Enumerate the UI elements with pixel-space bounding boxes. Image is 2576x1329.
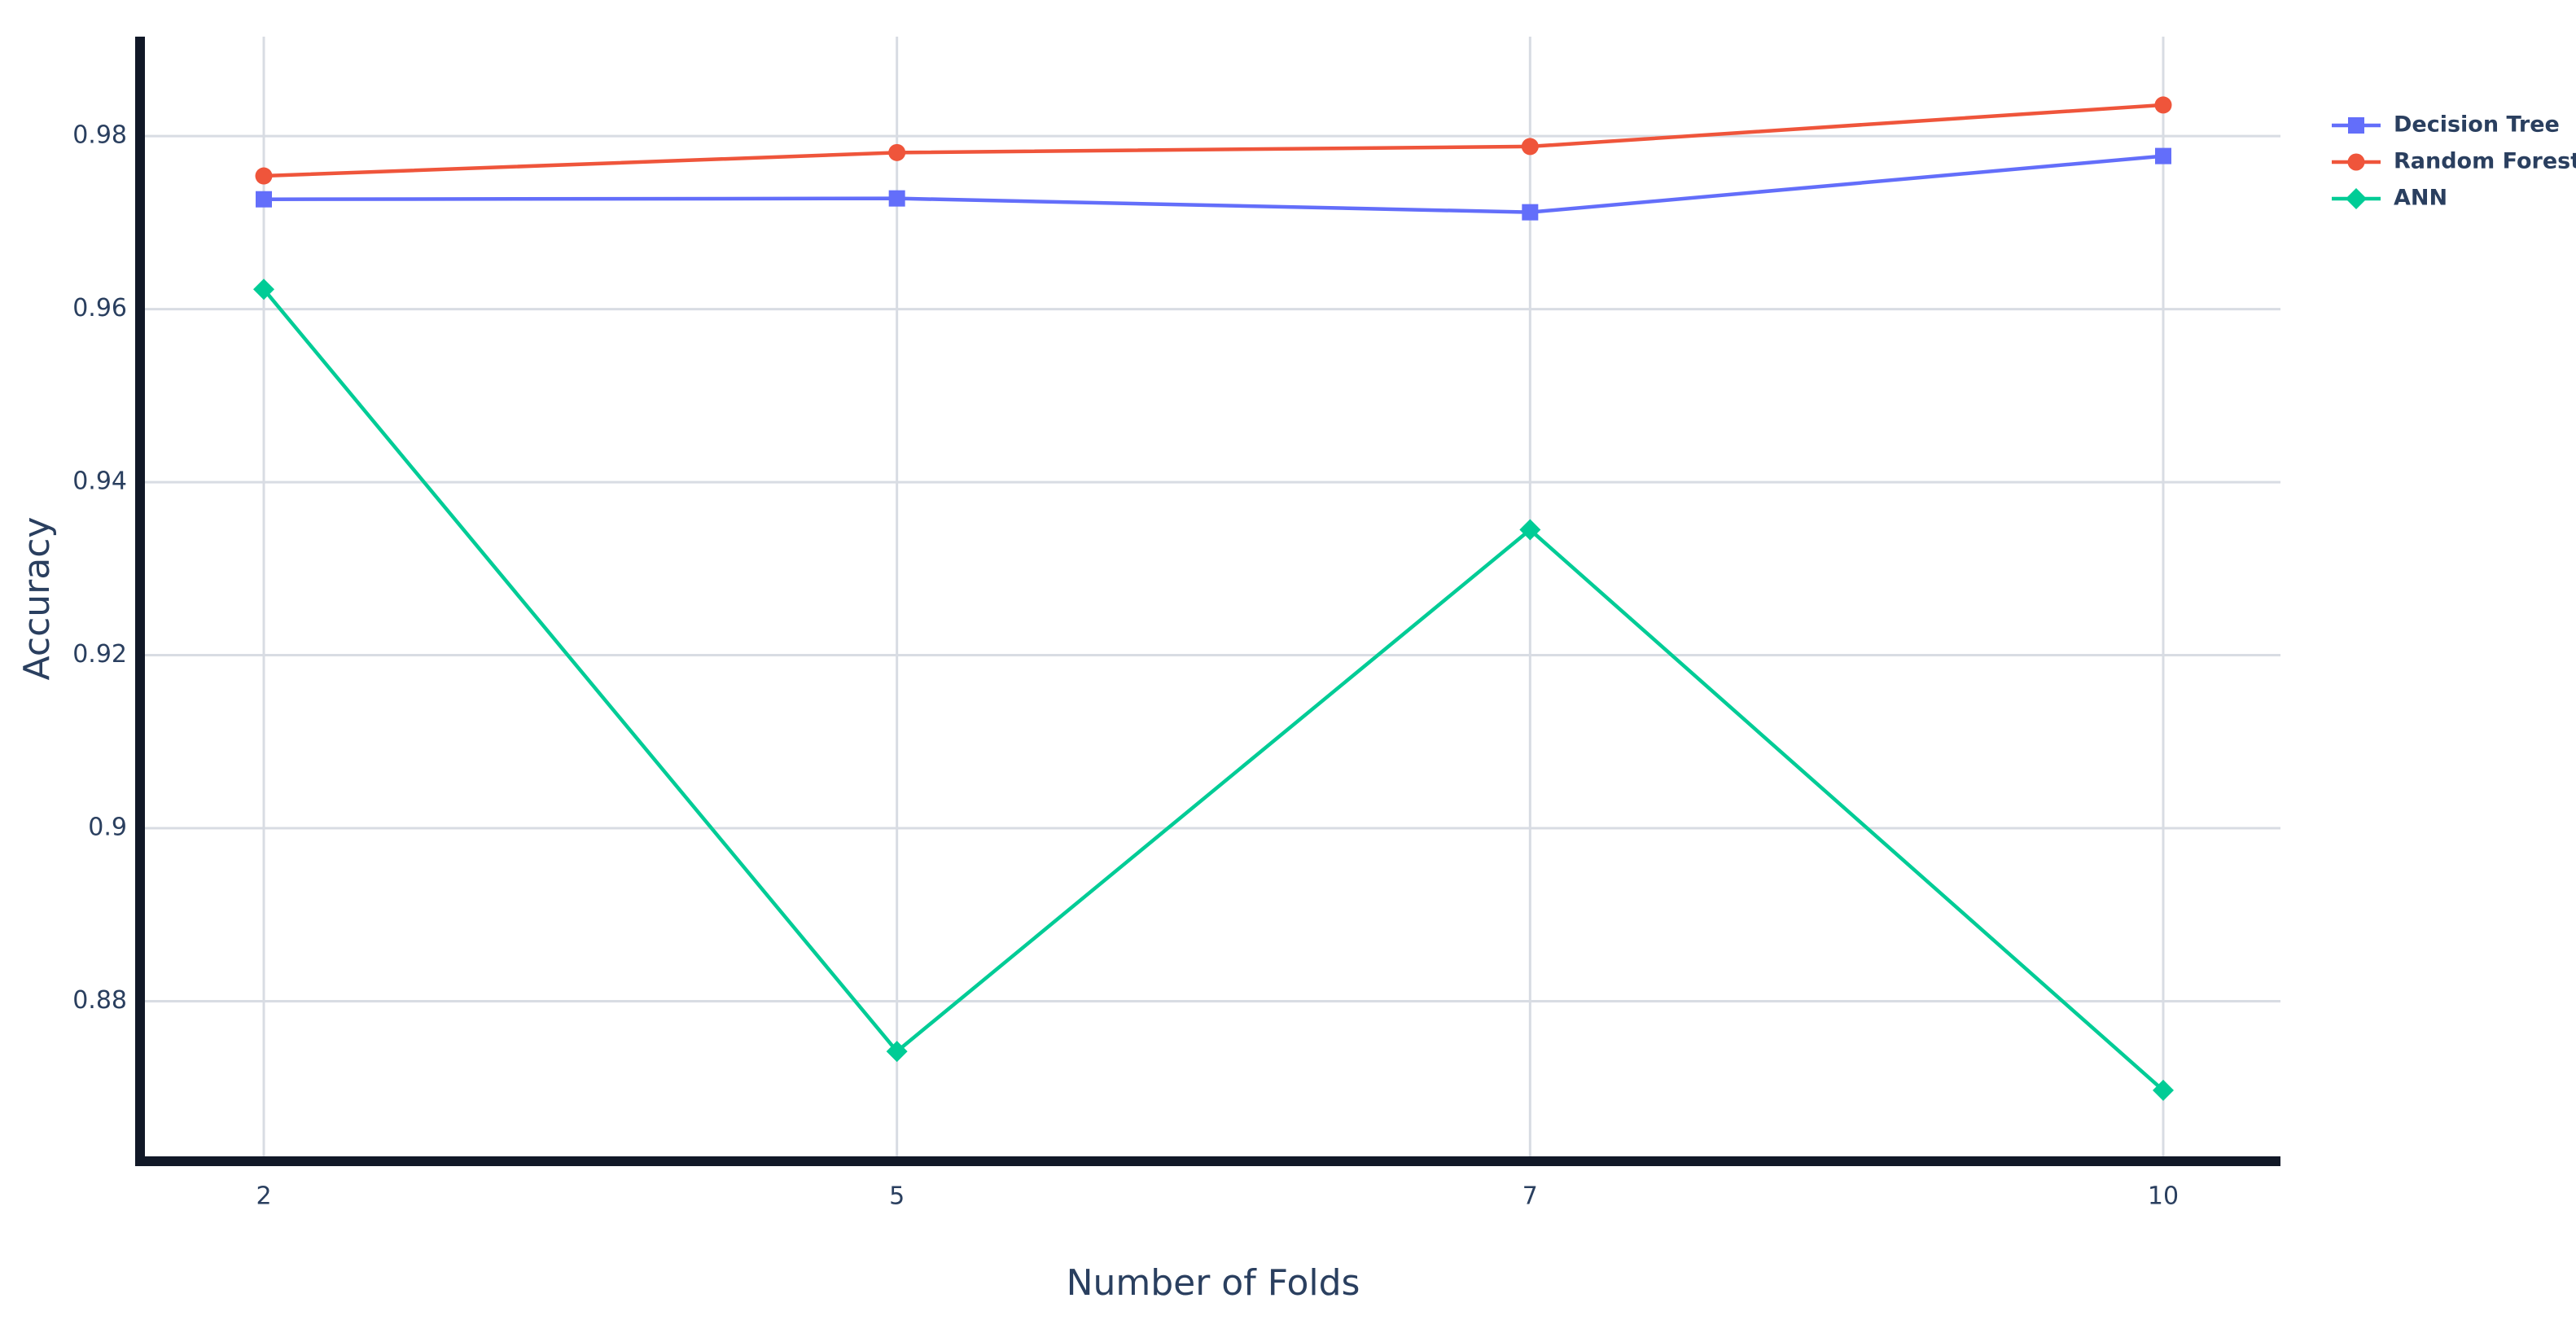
- series-line: [263, 154, 2164, 214]
- data-point: [1521, 138, 1539, 156]
- y-tick-label: 0.96: [72, 294, 127, 322]
- y-tick-label: 0.98: [72, 121, 127, 150]
- legend-marker: [2346, 188, 2367, 209]
- data-point: [2155, 147, 2171, 164]
- legend-marker: [2348, 117, 2364, 134]
- x-tick-label: 10: [2148, 1182, 2179, 1211]
- data-point: [253, 279, 274, 300]
- legend-label[interactable]: Decision Tree: [2394, 112, 2560, 138]
- data-point: [2154, 96, 2172, 114]
- legend-label[interactable]: Random Forest: [2394, 149, 2576, 174]
- data-point: [888, 143, 906, 161]
- series-line: [262, 287, 2165, 1092]
- data-point: [2153, 1079, 2174, 1101]
- legend-marker: [2347, 153, 2365, 171]
- x-tick-label: 2: [256, 1182, 271, 1211]
- y-tick-label: 0.94: [72, 467, 127, 496]
- legend-label[interactable]: ANN: [2394, 186, 2447, 211]
- data-point: [886, 1041, 908, 1063]
- series-line: [263, 103, 2164, 178]
- data-point: [888, 190, 905, 207]
- y-tick-label: 0.88: [72, 986, 127, 1015]
- data-point: [1519, 519, 1541, 541]
- y-tick-label: 0.9: [88, 814, 127, 842]
- y-tick-label: 0.92: [72, 640, 127, 669]
- x-tick-label: 7: [1522, 1182, 1538, 1211]
- data-point: [256, 191, 272, 208]
- y-axis-title: Accuracy: [16, 517, 58, 681]
- data-point: [255, 167, 273, 185]
- x-tick-label: 5: [889, 1182, 905, 1211]
- data-point: [1522, 204, 1539, 221]
- x-axis-title: Number of Folds: [1067, 1262, 1360, 1304]
